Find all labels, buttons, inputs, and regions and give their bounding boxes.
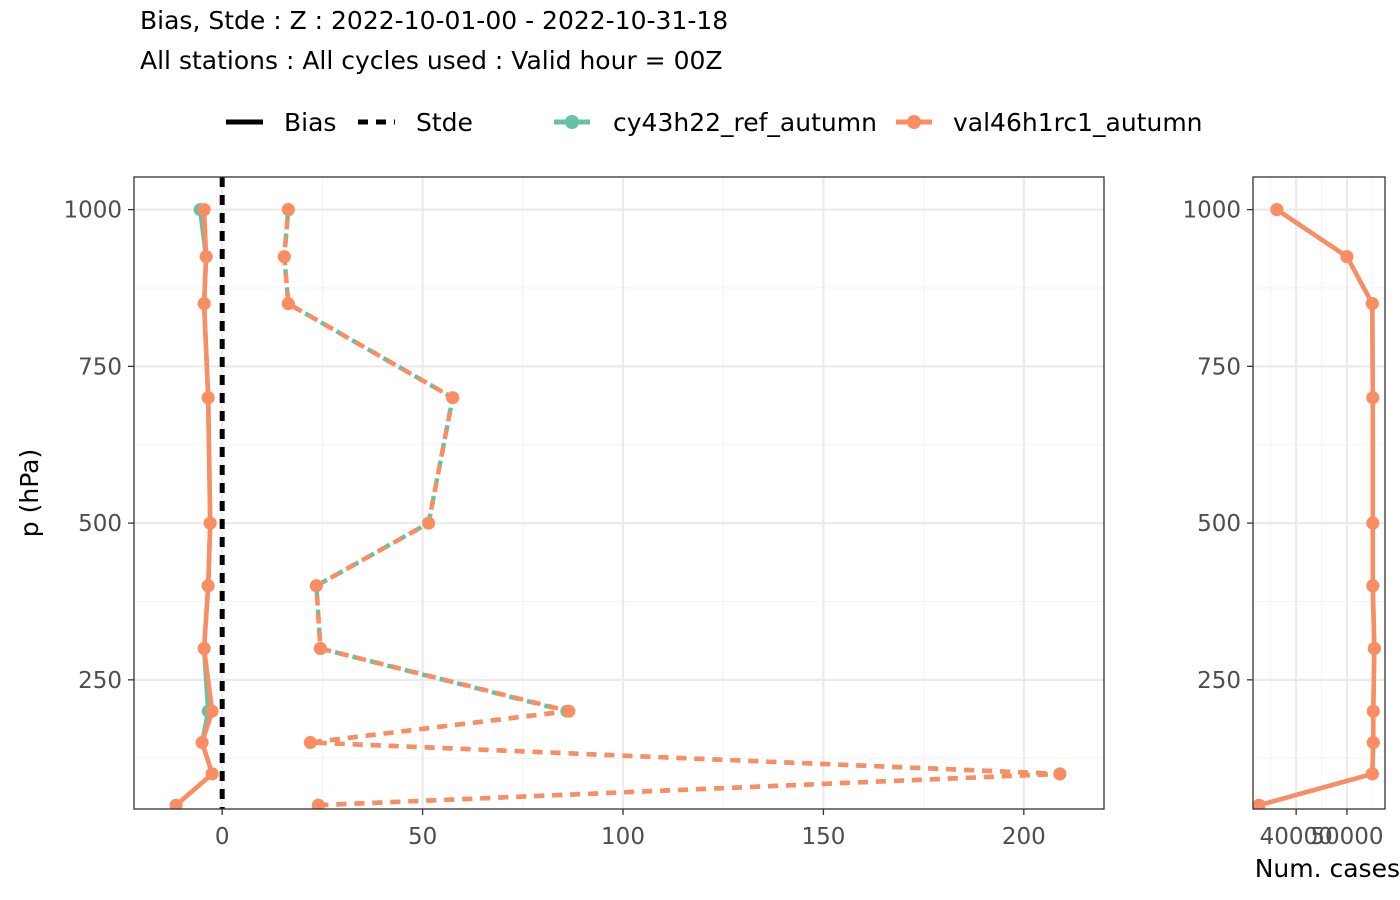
legend-key-point-2 bbox=[907, 115, 921, 129]
data-point-val46h1rc1_autumn-925 bbox=[1340, 250, 1354, 264]
x-tick-label: 150 bbox=[801, 824, 845, 850]
data-point-val46h1rc1_autumn-150 bbox=[1366, 736, 1380, 750]
x-tick-label: 50 bbox=[408, 824, 437, 850]
legend-label-2: val46h1rc1_autumn bbox=[953, 108, 1203, 137]
legend: Bias Stde cy43h22_ref_autumn val46h1rc1_aut… bbox=[226, 108, 1203, 137]
data-point-val46h1rc1_autumn-stde-300 bbox=[313, 641, 327, 655]
legend-label-1: cy43h22_ref_autumn bbox=[613, 108, 877, 137]
data-point-val46h1rc1_autumn-100 bbox=[1365, 767, 1379, 781]
y-tick-label: 750 bbox=[78, 354, 122, 380]
legend-label-bias: Bias bbox=[284, 108, 336, 137]
y-tick-label: 250 bbox=[78, 668, 122, 694]
panel-border bbox=[133, 176, 1105, 810]
y-tick-label: 250 bbox=[1197, 668, 1241, 694]
data-point-val46h1rc1_autumn-stde-925 bbox=[277, 250, 291, 264]
data-point-val46h1rc1_autumn-bias-300 bbox=[197, 641, 211, 655]
y-tick-label: 500 bbox=[1197, 511, 1241, 537]
data-point-val46h1rc1_autumn-1000 bbox=[1270, 203, 1284, 217]
data-point-val46h1rc1_autumn-bias-100 bbox=[205, 767, 219, 781]
y-axis-label: p (hPa) bbox=[15, 449, 44, 537]
data-point-val46h1rc1_autumn-700 bbox=[1366, 391, 1380, 405]
data-point-val46h1rc1_autumn-stde-700 bbox=[446, 391, 460, 405]
data-point-val46h1rc1_autumn-bias-700 bbox=[201, 391, 215, 405]
x-tick-label: 200 bbox=[1002, 824, 1046, 850]
data-point-val46h1rc1_autumn-200 bbox=[1366, 704, 1380, 718]
plot-background bbox=[134, 177, 1104, 809]
data-point-val46h1rc1_autumn-bias-500 bbox=[203, 516, 217, 530]
x-tick-label: 50000 bbox=[1310, 824, 1383, 850]
data-point-val46h1rc1_autumn-bias-150 bbox=[195, 736, 209, 750]
y-tick-label: 500 bbox=[78, 511, 122, 537]
data-point-val46h1rc1_autumn-850 bbox=[1365, 297, 1379, 311]
x-axis-label: Num. cases bbox=[1255, 854, 1400, 883]
y-tick-label: 1000 bbox=[1182, 198, 1241, 224]
chart-title-line-1: Bias, Stde : Z : 2022-10-01-00 - 2022-10… bbox=[140, 6, 728, 35]
data-point-val46h1rc1_autumn-400 bbox=[1366, 579, 1380, 593]
data-point-val46h1rc1_autumn-stde-200 bbox=[562, 704, 576, 718]
data-point-val46h1rc1_autumn-bias-50 bbox=[169, 798, 183, 809]
data-point-val46h1rc1_autumn-bias-200 bbox=[205, 704, 219, 718]
data-point-val46h1rc1_autumn-stde-100 bbox=[1053, 767, 1067, 781]
data-point-val46h1rc1_autumn-500 bbox=[1366, 516, 1380, 530]
data-point-val46h1rc1_autumn-stde-1000 bbox=[281, 203, 295, 217]
data-point-val46h1rc1_autumn-bias-850 bbox=[197, 297, 211, 311]
data-point-val46h1rc1_autumn-stde-850 bbox=[281, 297, 295, 311]
data-point-val46h1rc1_autumn-stde-400 bbox=[309, 579, 323, 593]
plot-background bbox=[1253, 177, 1385, 809]
x-tick-label: 100 bbox=[601, 824, 645, 850]
data-point-val46h1rc1_autumn-50 bbox=[1253, 798, 1266, 809]
data-point-val46h1rc1_autumn-bias-400 bbox=[201, 579, 215, 593]
y-tick-label: 1000 bbox=[63, 198, 122, 224]
data-point-val46h1rc1_autumn-bias-925 bbox=[199, 250, 213, 264]
bias-stde-panel: 0 50 100 150 200 250 500 750 1000 p (hPa) bbox=[15, 176, 1105, 850]
panel-border bbox=[1252, 176, 1386, 810]
data-point-val46h1rc1_autumn-stde-150 bbox=[303, 736, 317, 750]
data-point-val46h1rc1_autumn-bias-1000 bbox=[197, 203, 211, 217]
legend-label-stde: Stde bbox=[416, 108, 473, 137]
x-tick-label: 0 bbox=[215, 824, 230, 850]
plot-data bbox=[1253, 203, 1381, 809]
chart-title-line-2: All stations : All cycles used : Valid h… bbox=[140, 46, 723, 75]
plot-data bbox=[169, 177, 1067, 809]
data-point-val46h1rc1_autumn-300 bbox=[1367, 641, 1381, 655]
y-tick-label: 750 bbox=[1197, 354, 1241, 380]
x-tick-label: 40000 bbox=[1260, 824, 1333, 850]
data-point-val46h1rc1_autumn-stde-50 bbox=[311, 798, 325, 809]
legend-key-point-1 bbox=[565, 115, 579, 129]
data-point-val46h1rc1_autumn-stde-500 bbox=[422, 516, 436, 530]
